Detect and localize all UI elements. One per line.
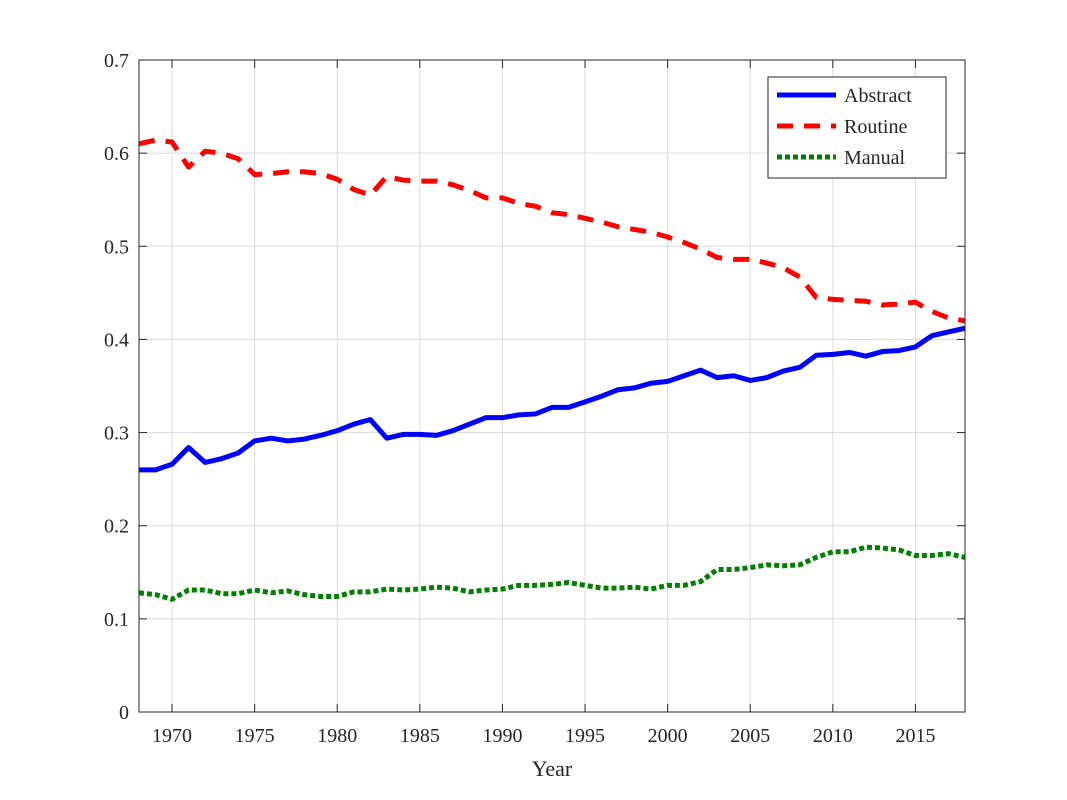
y-tick-label: 0.2 — [104, 516, 129, 538]
x-tick-label: 1980 — [317, 725, 357, 747]
x-tick-label: 2005 — [730, 725, 770, 747]
y-tick-label: 0.6 — [104, 143, 129, 165]
y-tick-label: 0.4 — [104, 329, 129, 351]
axis-ticks: 1970 1975 1980 1985 1990 1995 2000 2005 2010 2015… — [104, 50, 965, 747]
x-tick-label: 1995 — [565, 725, 605, 747]
y-tick-label: 0.1 — [104, 609, 129, 631]
legend: Abstract Routine Manual — [767, 76, 947, 179]
legend-label-routine: Routine — [844, 116, 907, 138]
series-line-manual — [138, 544, 966, 602]
y-tick-label: 0.3 — [104, 423, 129, 445]
y-tick-label: 0.7 — [104, 50, 129, 72]
legend-label-abstract: Abstract — [844, 85, 912, 107]
x-tick-label: 1975 — [235, 725, 275, 747]
y-tick-label: 0.5 — [104, 236, 129, 258]
series-line-routine — [138, 137, 966, 324]
x-tick-label: 2000 — [648, 725, 688, 747]
series-group — [138, 137, 966, 602]
x-tick-label: 1970 — [152, 725, 192, 747]
x-axis-title: Year — [532, 756, 573, 781]
x-tick-label: 1990 — [482, 725, 522, 747]
x-tick-label: 1985 — [400, 725, 440, 747]
legend-label-manual: Manual — [844, 147, 906, 169]
x-tick-label: 2015 — [895, 725, 935, 747]
plot-area-frame — [138, 59, 966, 713]
y-tick-label: 0 — [119, 702, 129, 724]
series-line-abstract — [139, 325, 966, 473]
x-tick-label: 2010 — [813, 725, 853, 747]
